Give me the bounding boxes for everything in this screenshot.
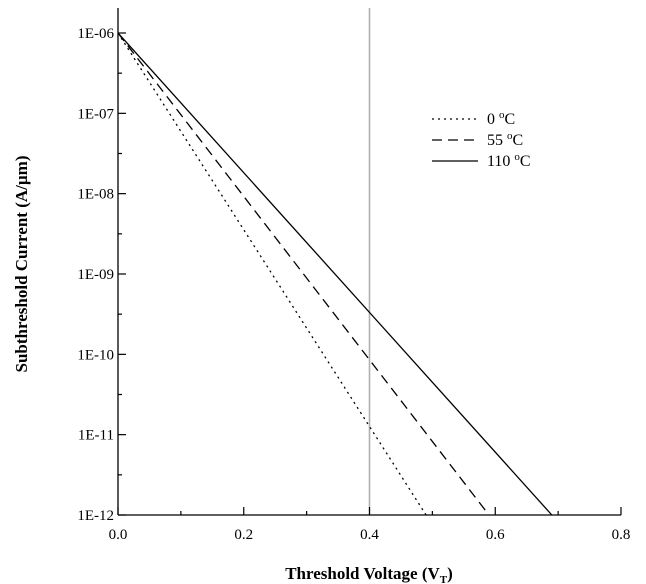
y-tick-label: 1E-07 xyxy=(77,106,114,122)
x-tick-label: 0.2 xyxy=(234,527,253,543)
x-axis-title-main: Threshold Voltage (V xyxy=(285,564,440,583)
legend-label-55: 55 oC xyxy=(487,130,523,149)
x-axis-title: Threshold Voltage (VT) xyxy=(285,564,453,584)
y-tick-label: 1E-11 xyxy=(78,428,114,444)
x-tick-label: 0.6 xyxy=(486,527,505,543)
x-axis-title-subscript: T xyxy=(440,574,448,584)
legend-label-110: 110 oC xyxy=(487,151,531,170)
y-tick-label: 1E-12 xyxy=(77,508,114,524)
y-tick-label: 1E-10 xyxy=(77,347,114,363)
axis-titles: Threshold Voltage (VT) Subthreshold Curr… xyxy=(12,156,453,584)
plot-area xyxy=(117,8,553,516)
y-tick-label: 1E-09 xyxy=(77,267,114,283)
x-tick-label: 0.4 xyxy=(360,527,379,543)
series-line-0 xyxy=(117,32,427,516)
y-tick-label: 1E-06 xyxy=(77,26,114,42)
series-line-55 xyxy=(117,32,490,516)
x-tick-label: 0.8 xyxy=(612,527,631,543)
legend: 0 oC 55 oC 110 oC xyxy=(432,109,531,170)
axes: 0.0 0.2 0.4 0.6 0.8 1E-06 1E-07 1E-08 1E-09 1E-10… xyxy=(77,8,630,543)
legend-label-0: 0 oC xyxy=(487,109,515,128)
series-line-110 xyxy=(117,32,553,516)
x-axis-title-suffix: ) xyxy=(447,564,453,583)
y-tick-label: 1E-08 xyxy=(77,187,114,203)
y-axis-title: Subthreshold Current (A/µm) xyxy=(12,156,31,373)
x-tick-label: 0.0 xyxy=(109,527,128,543)
